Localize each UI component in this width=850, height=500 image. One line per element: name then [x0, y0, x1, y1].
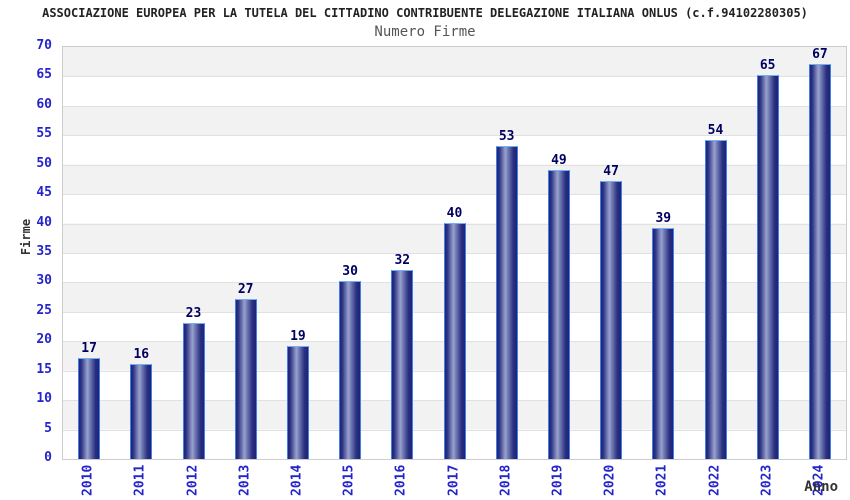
- x-tick-label: 2016: [393, 464, 409, 496]
- bar-value-label: 39: [655, 211, 672, 227]
- bar: [78, 357, 101, 459]
- y-tick-label: 35: [36, 244, 52, 259]
- bar: [495, 146, 518, 459]
- bar-value-label: 16: [133, 346, 150, 362]
- y-tick-label: 55: [36, 126, 52, 142]
- y-tick-label: 5: [44, 420, 52, 436]
- y-tick-label: 20: [36, 332, 52, 348]
- x-tick-label: 2013: [237, 464, 253, 496]
- y-tick-label: 65: [36, 67, 52, 83]
- y-tick-labels: 0 5 10 15 20 25 30 35 40 45 50 55 60 65 70: [0, 38, 56, 465]
- bar: [652, 228, 675, 459]
- bar: [286, 346, 309, 459]
- bar-value-label: 23: [185, 305, 202, 321]
- x-tick-label: 2011: [132, 464, 148, 496]
- bar-value-label: 47: [603, 164, 619, 180]
- bar: [808, 63, 831, 459]
- x-tick-label: 2017: [446, 464, 461, 496]
- plot-area: 17 16 23 27 19 30 32 40 53 49 47 39 54 65 67: [62, 46, 847, 460]
- x-tick-label: 2014: [289, 464, 305, 496]
- gridline: [63, 105, 846, 107]
- bar-value-label: 17: [81, 340, 97, 356]
- bar: [443, 222, 466, 459]
- bar: [756, 75, 779, 459]
- bar-value-label: 40: [446, 205, 463, 221]
- gridline: [63, 194, 846, 196]
- x-tick-label: 2020: [602, 464, 618, 496]
- gridline: [63, 135, 846, 137]
- y-tick-label: 25: [36, 302, 52, 318]
- x-tick-label: 2018: [498, 464, 514, 496]
- x-tick-label: 2022: [707, 464, 722, 496]
- bar-value-label: 67: [812, 46, 828, 62]
- x-tick-label: 2015: [341, 464, 357, 496]
- bar-value-label: 30: [342, 264, 358, 280]
- x-tick-label: 2023: [759, 464, 775, 496]
- bar-value-label: 19: [290, 329, 306, 345]
- bar-value-label: 53: [498, 129, 515, 145]
- bar: [130, 363, 153, 459]
- bar: [182, 322, 205, 459]
- y-tick-label: 30: [36, 273, 52, 289]
- bar-value-label: 32: [394, 252, 411, 268]
- x-tick-labels: 2010 2011 2012 2013 2014 2015 2016 2017 2018 2019…: [62, 461, 845, 500]
- y-tick-label: 60: [36, 96, 52, 112]
- bar: [391, 269, 414, 459]
- x-tick-label: 2019: [550, 464, 566, 496]
- x-tick-label: 2021: [654, 464, 670, 496]
- y-tick-label: 15: [36, 361, 52, 377]
- gridline: [63, 164, 846, 166]
- x-tick-label: 2010: [80, 464, 96, 496]
- y-tick-label: 70: [36, 38, 52, 53]
- chart-subtitle: Numero Firme: [374, 24, 476, 40]
- gridline: [63, 76, 846, 78]
- bar: [547, 169, 570, 459]
- y-tick-label: 45: [36, 185, 52, 201]
- bar-value-label: 49: [551, 152, 567, 168]
- y-axis-title: Firme: [19, 218, 33, 256]
- bar-value-label: 27: [237, 282, 254, 298]
- y-tick-label: 40: [36, 214, 52, 230]
- y-tick-label: 50: [36, 155, 52, 171]
- x-tick-label: 2012: [185, 464, 200, 496]
- y-tick-label: 10: [36, 391, 52, 407]
- bar-value-label: 54: [707, 123, 724, 139]
- y-tick-label: 0: [44, 450, 52, 465]
- bar: [704, 140, 727, 459]
- bar: [339, 281, 362, 459]
- chart-title: ASSOCIAZIONE EUROPEA PER LA TUTELA DEL C…: [42, 6, 808, 20]
- bar-value-label: 65: [759, 58, 776, 74]
- bar: [234, 299, 257, 459]
- bar: [600, 181, 623, 459]
- x-axis-title: Anno: [804, 479, 838, 495]
